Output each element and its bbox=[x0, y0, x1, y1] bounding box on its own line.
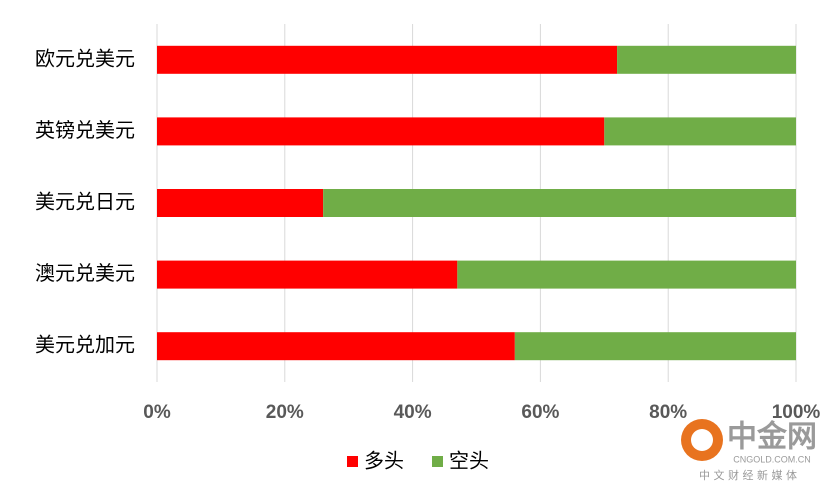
y-tick-label: 美元兑加元 bbox=[35, 333, 135, 357]
bar-segment bbox=[157, 117, 605, 146]
y-tick-label: 美元兑日元 bbox=[35, 190, 135, 214]
legend-swatch bbox=[347, 456, 358, 467]
bar-segment bbox=[604, 117, 796, 146]
bar-segment bbox=[157, 332, 515, 361]
bar-segment bbox=[457, 260, 796, 289]
watermark: 中金网 CNGOLD.COM.CN 中 文 财 经 新 媒 体 bbox=[681, 419, 817, 482]
watermark-name: 中金网 bbox=[727, 420, 817, 455]
legend-swatch bbox=[432, 456, 443, 467]
bar-segment bbox=[157, 189, 324, 217]
bar-segment bbox=[157, 260, 458, 289]
x-tick-label: 0% bbox=[143, 402, 171, 423]
y-tick-label: 澳元兑美元 bbox=[35, 261, 135, 285]
watermark-url: CNGOLD.COM.CN bbox=[733, 454, 811, 464]
bar-segment bbox=[157, 45, 618, 74]
x-tick-label: 40% bbox=[394, 402, 432, 423]
bar-segment bbox=[617, 45, 796, 74]
bar-segment bbox=[514, 332, 796, 361]
y-tick-label: 欧元兑美元 bbox=[35, 46, 135, 70]
legend-label: 多头 bbox=[364, 449, 404, 473]
y-tick-label: 英镑兑美元 bbox=[35, 118, 135, 142]
x-tick-label: 20% bbox=[266, 402, 304, 423]
x-tick-label: 80% bbox=[649, 402, 687, 423]
logo-inner bbox=[691, 429, 713, 451]
legend-label: 空头 bbox=[449, 449, 489, 473]
watermark-tagline: 中 文 财 经 新 媒 体 bbox=[699, 468, 797, 482]
x-tick-label: 100% bbox=[772, 402, 821, 423]
bar-segment bbox=[323, 189, 796, 217]
x-tick-label: 60% bbox=[521, 402, 559, 423]
